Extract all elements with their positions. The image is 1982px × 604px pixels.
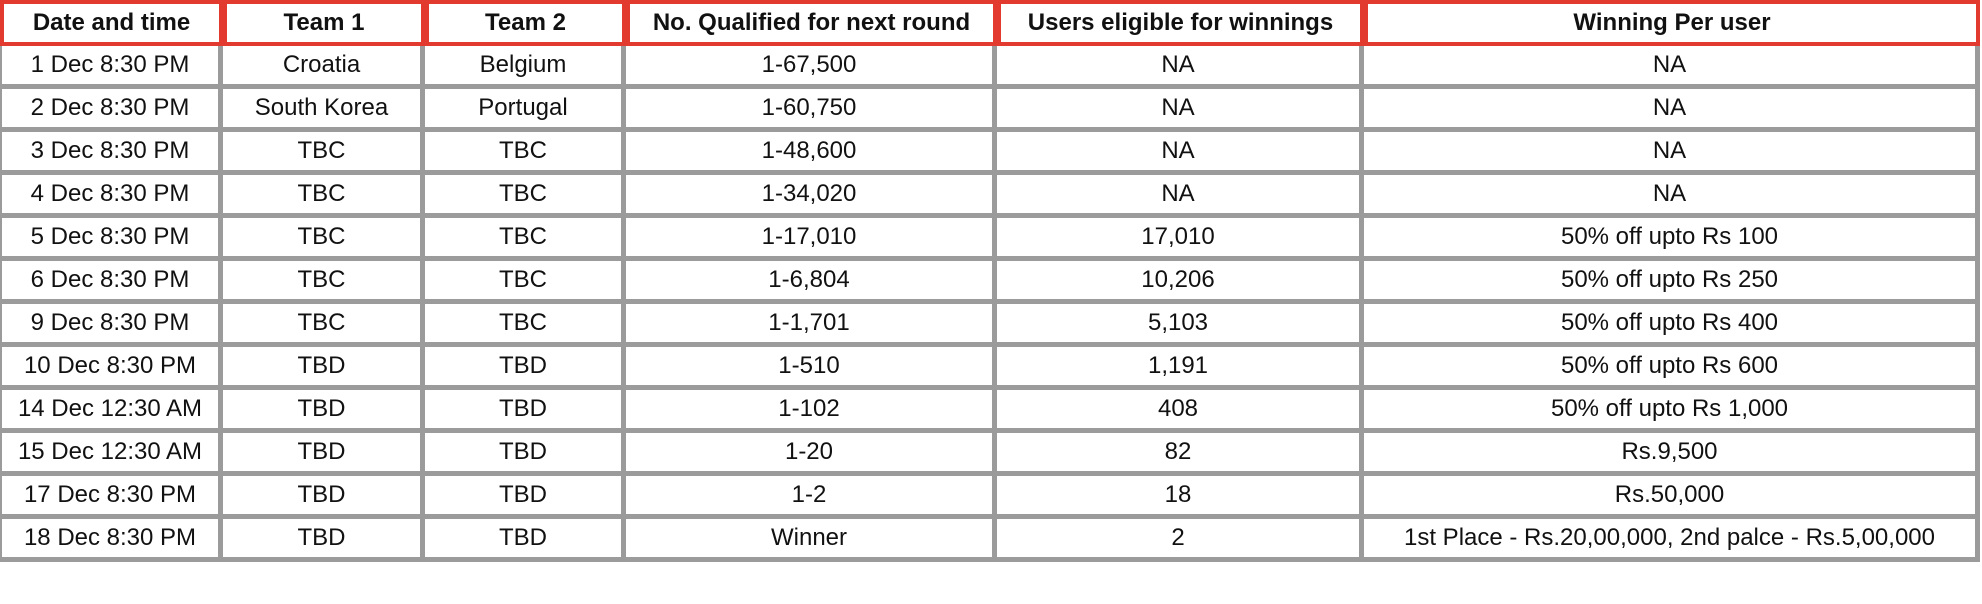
winning-per-user-cell[interactable]: 50% off upto Rs 100: [1364, 218, 1980, 261]
table-row: 1 Dec 8:30 PM Croatia Belgium 1-67,500 NA NA: [0, 46, 1980, 89]
date-time-cell[interactable]: 6 Dec 8:30 PM: [0, 261, 223, 304]
team-1-cell[interactable]: TBC: [223, 261, 425, 304]
table-row: 9 Dec 8:30 PM TBC TBC 1-1,701 5,103 50% off u…: [0, 304, 1980, 347]
team-2-cell[interactable]: TBD: [425, 347, 626, 390]
header-cell-team-1[interactable]: Team 1: [223, 0, 425, 46]
winning-per-user-cell[interactable]: Rs.9,500: [1364, 433, 1980, 476]
winning-per-user-cell[interactable]: NA: [1364, 46, 1980, 89]
date-time-cell[interactable]: 17 Dec 8:30 PM: [0, 476, 223, 519]
users-eligible-cell[interactable]: 82: [997, 433, 1364, 476]
table-row: 3 Dec 8:30 PM TBC TBC 1-48,600 NA NA: [0, 132, 1980, 175]
team-1-cell[interactable]: TBC: [223, 218, 425, 261]
qualified-cell[interactable]: 1-510: [626, 347, 997, 390]
winning-per-user-cell[interactable]: 50% off upto Rs 400: [1364, 304, 1980, 347]
team-2-cell[interactable]: TBD: [425, 476, 626, 519]
qualified-cell[interactable]: 1-60,750: [626, 89, 997, 132]
team-1-cell[interactable]: TBC: [223, 175, 425, 218]
team-1-cell[interactable]: South Korea: [223, 89, 425, 132]
date-time-cell[interactable]: 5 Dec 8:30 PM: [0, 218, 223, 261]
table-row: 18 Dec 8:30 PM TBD TBD Winner 2 1st Place - R…: [0, 519, 1980, 562]
users-eligible-cell[interactable]: 18: [997, 476, 1364, 519]
team-1-cell[interactable]: TBD: [223, 433, 425, 476]
users-eligible-cell[interactable]: NA: [997, 89, 1364, 132]
date-time-cell[interactable]: 15 Dec 12:30 AM: [0, 433, 223, 476]
team-2-cell[interactable]: TBC: [425, 261, 626, 304]
team-1-cell[interactable]: TBC: [223, 132, 425, 175]
table-row: 6 Dec 8:30 PM TBC TBC 1-6,804 10,206 50% off …: [0, 261, 1980, 304]
team-2-cell[interactable]: TBD: [425, 433, 626, 476]
team-2-cell[interactable]: TBC: [425, 304, 626, 347]
date-time-cell[interactable]: 10 Dec 8:30 PM: [0, 347, 223, 390]
team-2-cell[interactable]: TBC: [425, 132, 626, 175]
users-eligible-cell[interactable]: NA: [997, 46, 1364, 89]
winning-per-user-cell[interactable]: 50% off upto Rs 1,000: [1364, 390, 1980, 433]
table-body: 1 Dec 8:30 PM Croatia Belgium 1-67,500 NA NA 2…: [0, 46, 1980, 562]
qualified-cell[interactable]: 1-48,600: [626, 132, 997, 175]
users-eligible-cell[interactable]: 17,010: [997, 218, 1364, 261]
team-1-cell[interactable]: Croatia: [223, 46, 425, 89]
winning-per-user-cell[interactable]: NA: [1364, 132, 1980, 175]
table-row: 17 Dec 8:30 PM TBD TBD 1-2 18 Rs.50,000: [0, 476, 1980, 519]
winning-per-user-cell[interactable]: 50% off upto Rs 250: [1364, 261, 1980, 304]
team-1-cell[interactable]: TBD: [223, 390, 425, 433]
date-time-cell[interactable]: 1 Dec 8:30 PM: [0, 46, 223, 89]
qualified-cell[interactable]: 1-6,804: [626, 261, 997, 304]
date-time-cell[interactable]: 3 Dec 8:30 PM: [0, 132, 223, 175]
qualified-cell[interactable]: Winner: [626, 519, 997, 562]
header-cell-date-time[interactable]: Date and time: [0, 0, 223, 46]
team-2-cell[interactable]: TBC: [425, 175, 626, 218]
header-cell-users-eligible[interactable]: Users eligible for winnings: [997, 0, 1364, 46]
team-2-cell[interactable]: TBD: [425, 519, 626, 562]
winning-per-user-cell[interactable]: NA: [1364, 89, 1980, 132]
table-row: 10 Dec 8:30 PM TBD TBD 1-510 1,191 50% off up…: [0, 347, 1980, 390]
team-1-cell[interactable]: TBD: [223, 519, 425, 562]
team-2-cell[interactable]: Portugal: [425, 89, 626, 132]
users-eligible-cell[interactable]: 1,191: [997, 347, 1364, 390]
header-row: Date and time Team 1 Team 2 No. Qualifie…: [0, 0, 1980, 46]
header-cell-qualified[interactable]: No. Qualified for next round: [626, 0, 997, 46]
table-row: 15 Dec 12:30 AM TBD TBD 1-20 82 Rs.9,500: [0, 433, 1980, 476]
date-time-cell[interactable]: 14 Dec 12:30 AM: [0, 390, 223, 433]
table-header: Date and time Team 1 Team 2 No. Qualifie…: [0, 0, 1980, 46]
users-eligible-cell[interactable]: 408: [997, 390, 1364, 433]
date-time-cell[interactable]: 4 Dec 8:30 PM: [0, 175, 223, 218]
table-row: 14 Dec 12:30 AM TBD TBD 1-102 408 50% off upt…: [0, 390, 1980, 433]
header-cell-winning-per-user[interactable]: Winning Per user: [1364, 0, 1980, 46]
table-row: 4 Dec 8:30 PM TBC TBC 1-34,020 NA NA: [0, 175, 1980, 218]
users-eligible-cell[interactable]: NA: [997, 175, 1364, 218]
table-row: 2 Dec 8:30 PM South Korea Portugal 1-60,750…: [0, 89, 1980, 132]
header-cell-team-2[interactable]: Team 2: [425, 0, 626, 46]
date-time-cell[interactable]: 18 Dec 8:30 PM: [0, 519, 223, 562]
team-2-cell[interactable]: TBD: [425, 390, 626, 433]
team-2-cell[interactable]: TBC: [425, 218, 626, 261]
team-1-cell[interactable]: TBC: [223, 304, 425, 347]
match-schedule-table: Date and time Team 1 Team 2 No. Qualifie…: [0, 0, 1980, 562]
users-eligible-cell[interactable]: 10,206: [997, 261, 1364, 304]
qualified-cell[interactable]: 1-17,010: [626, 218, 997, 261]
team-2-cell[interactable]: Belgium: [425, 46, 626, 89]
qualified-cell[interactable]: 1-20: [626, 433, 997, 476]
qualified-cell[interactable]: 1-2: [626, 476, 997, 519]
winning-per-user-cell[interactable]: 50% off upto Rs 600: [1364, 347, 1980, 390]
date-time-cell[interactable]: 9 Dec 8:30 PM: [0, 304, 223, 347]
winning-per-user-cell[interactable]: 1st Place - Rs.20,00,000, 2nd palce - Rs…: [1364, 519, 1980, 562]
qualified-cell[interactable]: 1-1,701: [626, 304, 997, 347]
winning-per-user-cell[interactable]: Rs.50,000: [1364, 476, 1980, 519]
team-1-cell[interactable]: TBD: [223, 476, 425, 519]
date-time-cell[interactable]: 2 Dec 8:30 PM: [0, 89, 223, 132]
users-eligible-cell[interactable]: NA: [997, 132, 1364, 175]
team-1-cell[interactable]: TBD: [223, 347, 425, 390]
table-row: 5 Dec 8:30 PM TBC TBC 1-17,010 17,010 50% off…: [0, 218, 1980, 261]
users-eligible-cell[interactable]: 5,103: [997, 304, 1364, 347]
winning-per-user-cell[interactable]: NA: [1364, 175, 1980, 218]
users-eligible-cell[interactable]: 2: [997, 519, 1364, 562]
qualified-cell[interactable]: 1-34,020: [626, 175, 997, 218]
qualified-cell[interactable]: 1-102: [626, 390, 997, 433]
qualified-cell[interactable]: 1-67,500: [626, 46, 997, 89]
